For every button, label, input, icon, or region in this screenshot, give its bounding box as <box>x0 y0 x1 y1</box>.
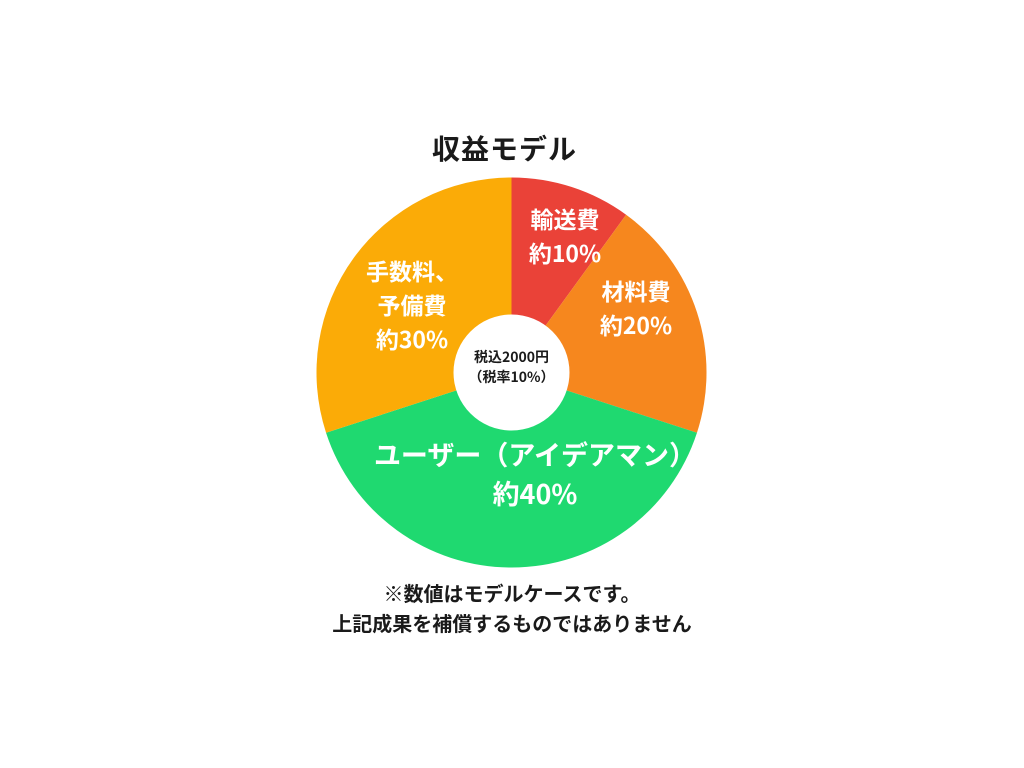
svg-text:約10%: 約10% <box>529 235 601 269</box>
svg-text:税込2000円: 税込2000円 <box>474 347 549 367</box>
svg-text:約40%: 約40% <box>493 473 578 512</box>
svg-text:ユーザー（アイデアマン）: ユーザー（アイデアマン） <box>374 434 696 473</box>
svg-text:輸送費: 輸送費 <box>531 201 600 235</box>
svg-text:材料費: 材料費 <box>602 273 671 307</box>
svg-text:手数料、: 手数料、 <box>366 253 458 287</box>
svg-text:（税率10%）: （税率10%） <box>468 367 554 387</box>
svg-text:約30%: 約30% <box>376 321 448 355</box>
svg-text:予備費: 予備費 <box>378 287 447 321</box>
svg-text:約20%: 約20% <box>600 307 672 341</box>
